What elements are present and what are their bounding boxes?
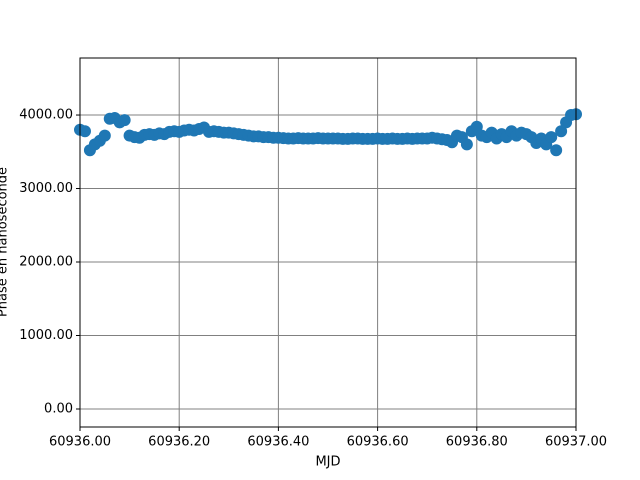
y-tick-label: 3000.00: [19, 181, 73, 196]
point: [118, 114, 131, 127]
plot-frame: [79, 57, 577, 428]
x-tick-label: 60936.20: [148, 435, 210, 450]
point: [460, 138, 473, 151]
x-tick-label: 60936.00: [49, 435, 111, 450]
y-tick-label: 4000.00: [19, 108, 73, 123]
y-tick-label: 2000.00: [19, 255, 73, 270]
y-tick-label: 1000.00: [19, 328, 73, 343]
x-tick-label: 60937.00: [545, 435, 607, 450]
y-axis-label: Phase en nanoseconde: [0, 167, 11, 317]
point: [98, 129, 111, 142]
point: [470, 120, 483, 133]
y-tick-label: 0.00: [44, 401, 73, 416]
point: [78, 125, 91, 138]
point: [550, 144, 563, 157]
point: [555, 125, 568, 138]
x-tick-label: 60936.80: [446, 435, 508, 450]
x-tick-label: 60936.60: [347, 435, 409, 450]
point: [545, 131, 558, 144]
x-axis-label: MJD: [315, 455, 340, 470]
x-tick-label: 60936.40: [247, 435, 309, 450]
